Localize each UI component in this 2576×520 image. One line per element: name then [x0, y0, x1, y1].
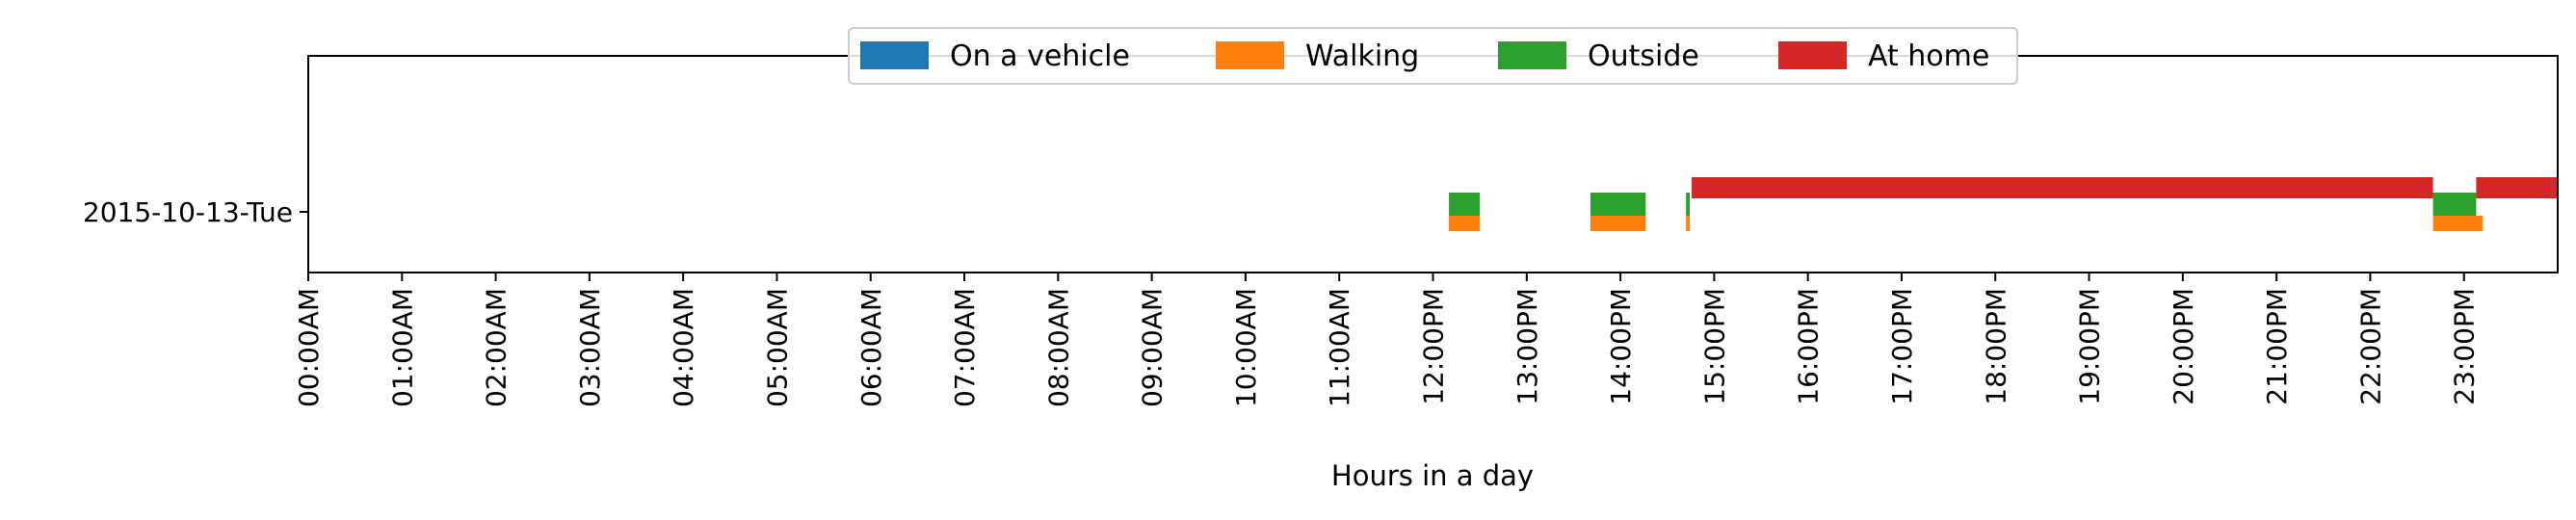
x-tick-label: 23:00PM — [2449, 288, 2481, 405]
x-tick-label: 13:00PM — [1511, 288, 1543, 405]
x-tick-label: 03:00AM — [574, 288, 606, 407]
bar-walking — [1449, 216, 1481, 231]
x-tick-label: 10:00AM — [1230, 288, 1262, 407]
x-axis-label: Hours in a day — [1331, 459, 1534, 492]
x-tick-label: 18:00PM — [1980, 288, 2011, 405]
bar-walking — [2432, 216, 2484, 231]
bar-at-home — [2476, 177, 2558, 198]
x-tick-label: 22:00PM — [2354, 288, 2386, 405]
legend-swatch — [1498, 41, 1566, 69]
x-axis: 00:00AM 01:00AM 02:00AM 03:00AM 04:00AM 05:00… — [293, 273, 2481, 407]
x-tick-label: 15:00PM — [1698, 288, 1730, 405]
legend-swatch — [1778, 41, 1847, 69]
x-tick-label: 07:00AM — [949, 288, 981, 407]
bar-walking — [1590, 216, 1646, 231]
legend-label: Outside — [1588, 39, 1699, 73]
x-tick-label: 04:00AM — [668, 288, 699, 407]
legend-swatch — [1216, 41, 1284, 69]
x-tick-label: 20:00PM — [2168, 288, 2199, 405]
x-tick-label: 14:00PM — [1605, 288, 1637, 405]
bar-at-home — [1692, 177, 2433, 198]
x-tick-label: 00:00AM — [293, 288, 325, 407]
x-tick-label: 16:00PM — [1793, 288, 1825, 405]
bar-outside — [1590, 193, 1646, 216]
legend: On a vehicle Walking Outside At home — [848, 27, 2018, 85]
legend-frame — [848, 27, 2018, 85]
y-tick-label: 2015-10-13-Tue — [83, 196, 293, 228]
plot-area — [308, 56, 2558, 273]
bar-outside — [1686, 193, 1691, 216]
x-tick-label: 11:00AM — [1324, 288, 1355, 407]
legend-swatch — [860, 41, 929, 69]
x-tick-label: 21:00PM — [2261, 288, 2293, 405]
x-tick-label: 05:00AM — [761, 288, 793, 407]
bar-outside — [2432, 193, 2455, 216]
y-axis: 2015-10-13-Tue — [83, 196, 308, 228]
x-tick-label: 09:00AM — [1137, 288, 1169, 407]
x-tick-label: 08:00AM — [1042, 288, 1074, 407]
legend-label: On a vehicle — [950, 39, 1130, 73]
bar-group — [1449, 177, 2558, 231]
x-tick-label: 19:00PM — [2074, 288, 2106, 405]
x-tick-label: 02:00AM — [481, 288, 513, 407]
x-tick-label: 12:00PM — [1418, 288, 1450, 405]
bar-outside — [1449, 193, 1481, 216]
legend-label: At home — [1868, 39, 1989, 73]
x-tick-label: 06:00AM — [855, 288, 887, 407]
x-tick-label: 01:00AM — [386, 288, 418, 407]
legend-label: Walking — [1305, 39, 1419, 73]
bar-walking — [1686, 216, 1691, 231]
bar-outside — [2454, 193, 2477, 216]
x-tick-label: 17:00PM — [1886, 288, 1918, 405]
